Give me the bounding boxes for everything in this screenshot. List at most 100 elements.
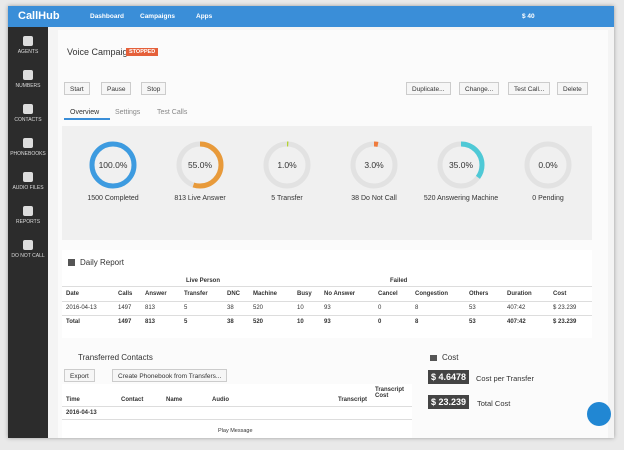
table-cell: 0: [378, 305, 382, 311]
chat-button[interactable]: [587, 402, 611, 426]
nav-link[interactable]: Campaigns: [140, 13, 176, 20]
column-header: Duration: [507, 291, 532, 297]
column-header: No Answer: [324, 291, 356, 297]
stats-panel: [62, 126, 592, 240]
table-cell: 2016-04-13: [66, 305, 97, 311]
btn-create[interactable]: Create Phonebook from Transfers...: [112, 369, 228, 382]
table-cell: 53: [469, 305, 476, 311]
donut-arc: [437, 141, 485, 189]
audio-cell[interactable]: Play Message: [218, 428, 253, 434]
table-cell: 10: [297, 305, 304, 311]
column-header: Cancel: [378, 291, 398, 297]
action-button[interactable]: Delete: [557, 82, 588, 95]
donut-percent: 100.0%: [98, 160, 128, 170]
sidebar-icon[interactable]: [23, 104, 33, 114]
sidebar-icon[interactable]: [23, 206, 33, 216]
sidebar-icon[interactable]: [23, 36, 33, 46]
table-cell: 407:42: [507, 305, 526, 311]
table-rule: [62, 406, 412, 407]
donut-percent: 1.0%: [277, 160, 297, 170]
action-button[interactable]: Change...: [459, 82, 500, 95]
group-header: Live Person: [186, 278, 221, 284]
donut-label: 813 Live Answer: [174, 195, 226, 202]
btn-export[interactable]: Export: [64, 369, 95, 382]
sidebar-link[interactable]: REPORTS: [15, 219, 41, 225]
column-header: Audio: [212, 397, 229, 403]
balance: $ 40: [522, 13, 535, 20]
page-title: Voice Campaign: [67, 47, 133, 57]
action-button[interactable]: Stop: [141, 82, 167, 95]
column-header: Machine: [253, 291, 278, 297]
donut-label: 5 Transfer: [271, 195, 303, 202]
sidebar-link[interactable]: NUMBERS: [15, 83, 41, 89]
table-cell: 38: [227, 319, 234, 325]
column-header: Date: [66, 291, 80, 297]
table-rule: [62, 315, 592, 316]
tab[interactable]: Settings: [115, 109, 141, 116]
donut-label: 520 Answering Machine: [423, 195, 499, 202]
sidebar-link[interactable]: CONTACTS: [14, 117, 42, 123]
action-button[interactable]: Pause: [101, 82, 132, 95]
section-title: Transferred Contacts: [78, 353, 153, 362]
table-cell: Total: [66, 319, 80, 325]
donut-arc: [350, 141, 398, 189]
action-button[interactable]: Start: [64, 82, 90, 95]
tab[interactable]: Test Calls: [157, 109, 188, 116]
table-cell: $ 23.239: [553, 305, 577, 311]
status-badge: STOPPED: [126, 48, 159, 56]
column-header: Calls: [118, 291, 133, 297]
section-title: Daily Report: [80, 258, 125, 267]
donut: [437, 141, 485, 189]
donut-label: 0 Pending: [532, 195, 564, 202]
action-button[interactable]: Test Call...: [508, 82, 551, 95]
table-cell: 10: [297, 319, 304, 325]
table-cell: 813: [145, 305, 156, 311]
sidebar-link[interactable]: DO NOT CALL: [11, 253, 45, 259]
table-cell: 53: [469, 319, 476, 325]
table-rule: [62, 286, 592, 287]
column-header: Others: [469, 291, 489, 297]
column-header: Transcript Cost: [375, 387, 405, 399]
donut-label: 38 Do Not Call: [351, 195, 397, 202]
donut: [524, 141, 572, 189]
table-cell: 1497: [118, 305, 132, 311]
column-header: Time: [66, 397, 80, 403]
column-header: Contact: [121, 397, 144, 403]
group-header: Failed: [390, 278, 408, 284]
column-header: Name: [166, 397, 183, 403]
logo: CallHub: [18, 10, 60, 22]
group-row: 2016-04-13: [66, 410, 97, 416]
donut-arc: [176, 141, 224, 189]
cost-label: Total Cost: [477, 399, 511, 408]
tab[interactable]: Overview: [70, 109, 100, 116]
sidebar-link[interactable]: AUDIO FILES: [12, 185, 44, 191]
nav-link[interactable]: Dashboard: [90, 13, 124, 20]
sidebar-link[interactable]: AGENTS: [17, 49, 39, 55]
donut-percent: 3.0%: [364, 160, 384, 170]
icon: [68, 259, 75, 266]
donut-arc: [89, 141, 137, 189]
app-window: CallHub Dashboard Campaigns Apps $ 40 AGENTS N…: [8, 6, 614, 438]
column-header: DNC: [227, 291, 240, 297]
action-button[interactable]: Duplicate...: [406, 82, 451, 95]
cost-amount: $ 4.6478: [428, 370, 470, 384]
column-header: Transfer: [184, 291, 208, 297]
cost-label: Cost per Transfer: [476, 374, 534, 383]
table-cell: 813: [145, 319, 156, 325]
sidebar-link[interactable]: PHONEBOOKS: [10, 151, 46, 157]
section-title: Cost: [442, 353, 459, 362]
sidebar-icon[interactable]: [23, 70, 33, 80]
sidebar-icon[interactable]: [23, 172, 33, 182]
table-cell: 93: [324, 305, 331, 311]
table-bg: [62, 384, 412, 438]
donut: [176, 141, 224, 189]
nav-link[interactable]: Apps: [196, 13, 213, 20]
column-header: Answer: [145, 291, 167, 297]
sidebar-icon[interactable]: [23, 138, 33, 148]
table-cell: 520: [253, 305, 264, 311]
sidebar-icon[interactable]: [23, 240, 33, 250]
column-header: Cost: [553, 291, 567, 297]
donut-percent: 0.0%: [538, 160, 558, 170]
donut: [350, 141, 398, 189]
